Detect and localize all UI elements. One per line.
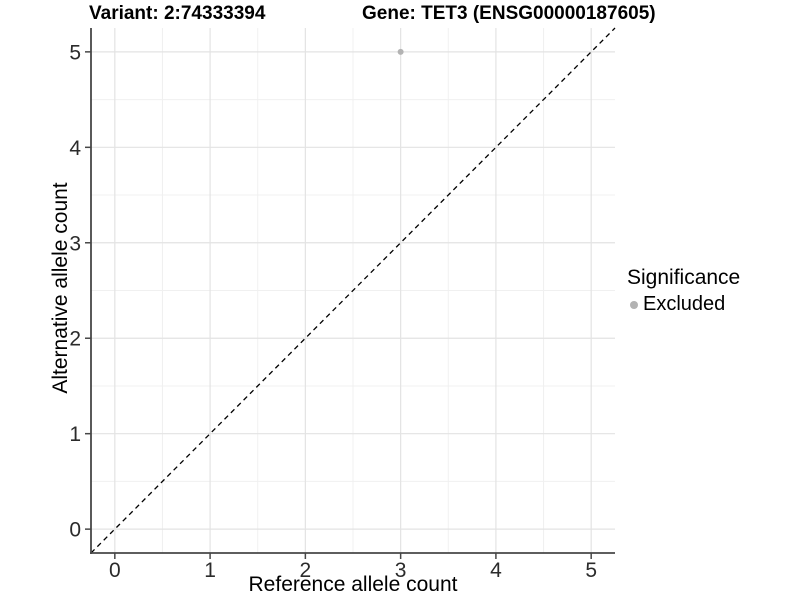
gene-title: Gene: TET3 (ENSG00000187605) [362,3,656,24]
svg-text:5: 5 [69,41,81,64]
y-axis-title: Alternative allele count [49,182,72,394]
legend-entry-label: Excluded [643,293,726,315]
legend-entry-excluded: Excluded [630,293,740,316]
svg-text:2: 2 [69,328,81,351]
svg-text:0: 0 [109,559,121,582]
svg-text:4: 4 [69,137,81,160]
svg-text:4: 4 [490,559,502,582]
excluded-point-icon [630,300,638,309]
svg-text:5: 5 [585,559,597,582]
variant-title: Variant: 2:74333394 [89,3,266,24]
svg-text:1: 1 [204,559,216,582]
x-axis-title: Reference allele count [248,573,458,596]
svg-text:0: 0 [69,519,81,542]
svg-text:1: 1 [69,423,81,446]
svg-text:3: 3 [395,559,407,582]
svg-text:2: 2 [300,559,312,582]
legend-title: Significance [627,266,741,289]
legend: Significance Excluded [627,266,740,316]
svg-text:3: 3 [69,232,81,255]
